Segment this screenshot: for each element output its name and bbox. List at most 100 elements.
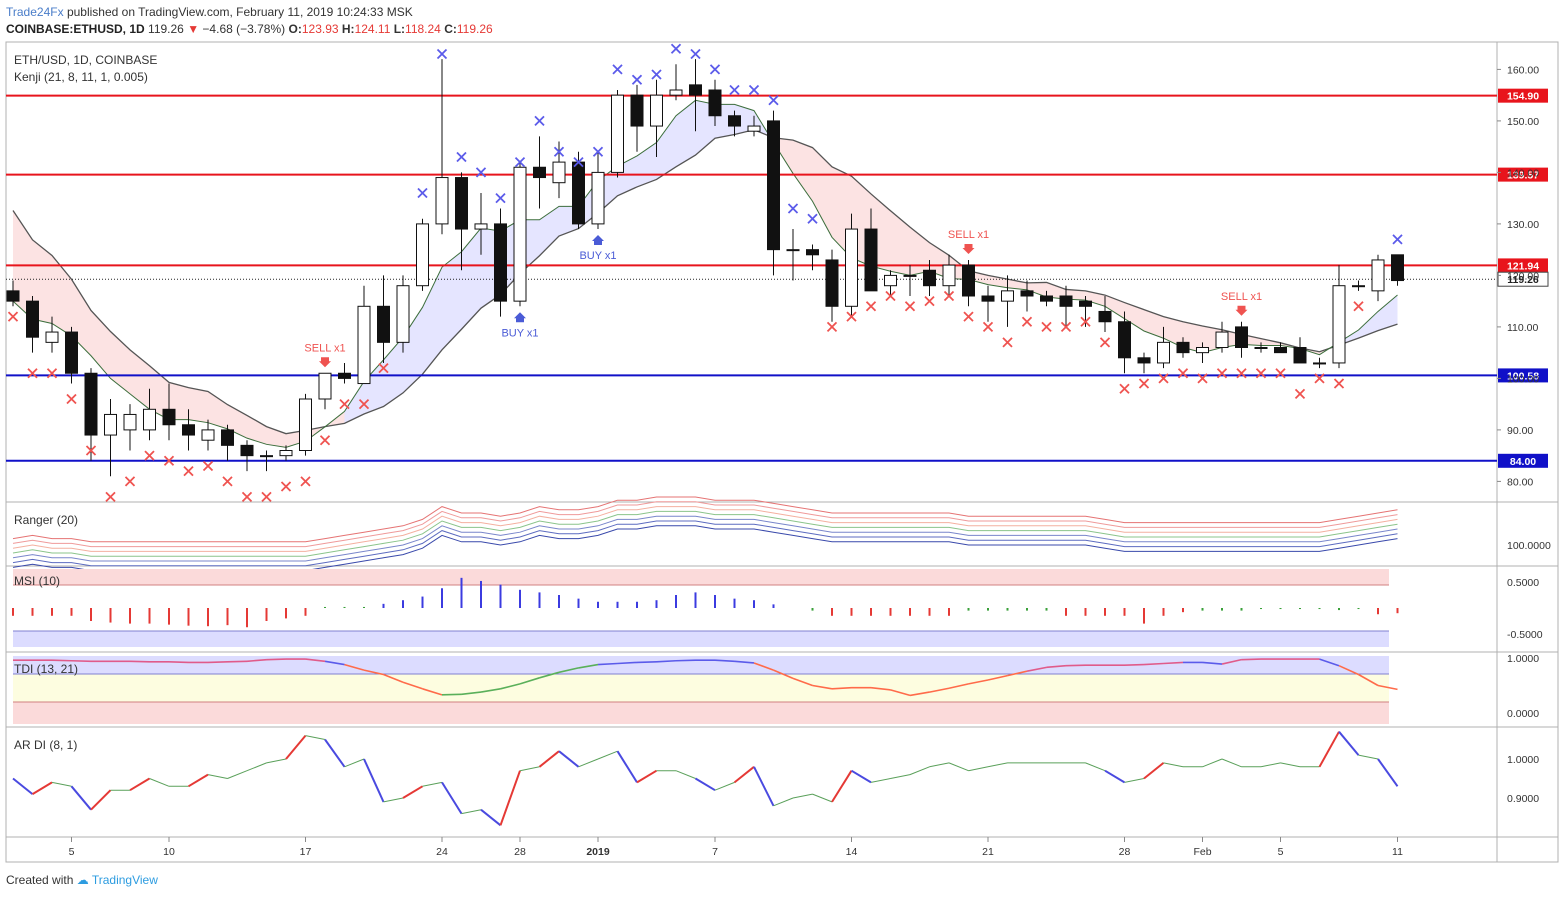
candle-body (513, 166, 527, 302)
symbol-label: COINBASE:ETHUSD, 1D (6, 22, 145, 36)
kenji-cloud-segment (403, 307, 423, 393)
tdi-line-segment (71, 659, 92, 663)
ardi-line-segment (31, 781, 53, 795)
main-pane-title: ETH/USD, 1D, COINBASE (14, 53, 157, 67)
msi-tick-label: -0.5000 (1507, 629, 1543, 641)
candle-body (1371, 259, 1385, 292)
tdi-line-segment (792, 677, 813, 687)
candle-body (786, 249, 800, 252)
ranger-tick-label: 100.0000 (1507, 540, 1551, 552)
ardi-line-segment (519, 766, 540, 772)
sell-x-marker (241, 491, 253, 502)
ardi-line-segment (733, 766, 755, 784)
tdi-line-segment (1046, 664, 1067, 669)
candle-body (279, 450, 293, 457)
tdi-line-segment (753, 662, 774, 671)
ohlc-line: COINBASE:ETHUSD, 1D 119.26 ▼ −4.68 (−3.7… (6, 22, 493, 36)
sell-x-marker (202, 460, 214, 472)
chart-frame (5, 41, 1559, 863)
candle-body (494, 223, 507, 302)
tdi-line-segment (51, 659, 72, 662)
publisher-name[interactable]: Trade24Fx (6, 5, 64, 19)
ardi-line-segment (246, 762, 267, 772)
ardi-line-segment (890, 774, 911, 779)
ardi-line-segment (1358, 754, 1379, 760)
sell-x-marker (1255, 368, 1267, 379)
candle-body (6, 290, 20, 302)
candle-body (1391, 254, 1404, 282)
kenji-cloud-segment (130, 349, 150, 410)
sell-x-marker (1314, 373, 1325, 384)
tdi-line-segment (1065, 664, 1086, 667)
chart-header: Trade24Fx published on TradingView.com, … (6, 4, 493, 38)
buy-x-marker (534, 115, 545, 127)
candle-body (338, 372, 351, 379)
level-tag (1498, 88, 1548, 103)
time-tick-label: 5 (1278, 846, 1284, 858)
sell-x-marker (124, 476, 136, 487)
candle-body (1079, 300, 1092, 307)
candle-body (962, 264, 975, 297)
candle-body (1274, 347, 1287, 354)
time-tick-label: 14 (846, 846, 858, 858)
buy-x-marker (787, 203, 799, 214)
ardi-line-segment (402, 785, 424, 799)
sell-arrow-icon (1235, 305, 1248, 316)
ardi-line-segment (616, 750, 638, 783)
tdi-line-segment (773, 669, 794, 680)
ardi-line-segment (675, 770, 696, 779)
tdi-line-segment (383, 673, 404, 683)
price-tick-label: 90.00 (1507, 425, 1533, 437)
candle-body (864, 228, 878, 292)
ardi-line-segment (753, 766, 775, 807)
tdi-line-segment (168, 661, 189, 664)
tdi-line-segment (1202, 661, 1223, 665)
candle-body (1313, 362, 1326, 365)
buy-x-marker (573, 156, 584, 168)
level-tag (1498, 258, 1548, 273)
buy-x-marker (670, 43, 682, 54)
candle-body (1215, 331, 1229, 348)
candle-body (1235, 326, 1248, 348)
candle-body (1332, 285, 1346, 364)
candle-body (767, 120, 780, 251)
kenji-cloud-segment (208, 391, 228, 429)
sell-x-marker (300, 476, 311, 487)
buy-x-marker (690, 48, 701, 60)
candle-body (26, 300, 39, 338)
level-tag (1498, 368, 1548, 383)
ardi-line-segment (1338, 731, 1360, 756)
down-arrow-icon: ▼ (187, 22, 200, 36)
kenji-cloud-segment (1358, 311, 1378, 339)
buy-x-marker (729, 84, 740, 96)
kenji-cloud-segment (1085, 290, 1105, 307)
tdi-line-segment (1241, 658, 1262, 661)
tdi-line-segment (812, 684, 833, 690)
high-value: 124.11 (354, 22, 391, 36)
tradingview-link[interactable]: TradingView (91, 873, 158, 887)
buy-x-marker (631, 74, 643, 85)
sell-x-marker (1236, 368, 1247, 379)
level-label: 84.00 (1510, 456, 1536, 468)
sell-x-marker (339, 399, 350, 410)
sell-x-marker (826, 321, 838, 333)
tdi-line-segment (1221, 658, 1242, 665)
buy-arrow-icon (514, 312, 526, 323)
price-tick-label: 110.00 (1507, 322, 1538, 334)
tdi-line-segment (656, 659, 677, 663)
ardi-line-segment (694, 777, 716, 792)
last-price-label: 119.26 (1507, 274, 1539, 286)
buy-arrow-icon (592, 235, 604, 246)
kenji-cloud-segment (1144, 309, 1164, 339)
sell-x-marker (378, 362, 389, 374)
kenji-cloud-segment (1124, 302, 1144, 332)
kenji-cloud-segment (442, 251, 462, 350)
ardi-line-segment (285, 734, 307, 760)
tdi-line-segment (344, 663, 365, 671)
buy-x-marker (709, 64, 721, 75)
sell-x-marker (982, 321, 994, 333)
ardi-line-segment (1260, 762, 1281, 768)
candle-body (299, 398, 312, 451)
tdi-line-segment (714, 659, 735, 663)
